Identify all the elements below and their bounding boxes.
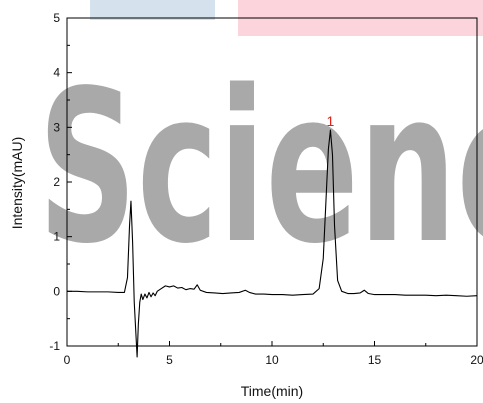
watermark-background: Scienc bbox=[38, 0, 483, 290]
x-tick-label: 15 bbox=[368, 353, 382, 367]
x-axis-title: Time(min) bbox=[241, 383, 303, 399]
y-tick-label: 2 bbox=[53, 175, 60, 189]
y-tick-label: -1 bbox=[49, 339, 60, 353]
x-tick-label: 20 bbox=[470, 353, 483, 367]
series-line bbox=[67, 129, 478, 358]
y-tick-label: 1 bbox=[53, 230, 60, 244]
y-tick-label: 4 bbox=[53, 66, 60, 80]
series-group bbox=[67, 129, 478, 358]
annotations-group: 1 bbox=[327, 113, 335, 129]
watermark-blue-band bbox=[90, 0, 215, 20]
x-tick-label: 5 bbox=[166, 353, 173, 367]
y-tick-label: 0 bbox=[53, 284, 60, 298]
y-axis: -1 0 1 2 3 4 5 bbox=[49, 11, 72, 353]
y-axis-title: Intensity(mAU) bbox=[9, 137, 25, 230]
watermark-text: Scienc bbox=[38, 45, 483, 290]
peak-label: 1 bbox=[327, 113, 335, 129]
y-tick-label: 3 bbox=[53, 120, 60, 134]
y-tick-label: 5 bbox=[53, 11, 60, 25]
x-tick-label: 0 bbox=[64, 353, 71, 367]
x-tick-label: 10 bbox=[265, 353, 279, 367]
x-axis: 0 5 10 15 20 bbox=[64, 341, 483, 367]
